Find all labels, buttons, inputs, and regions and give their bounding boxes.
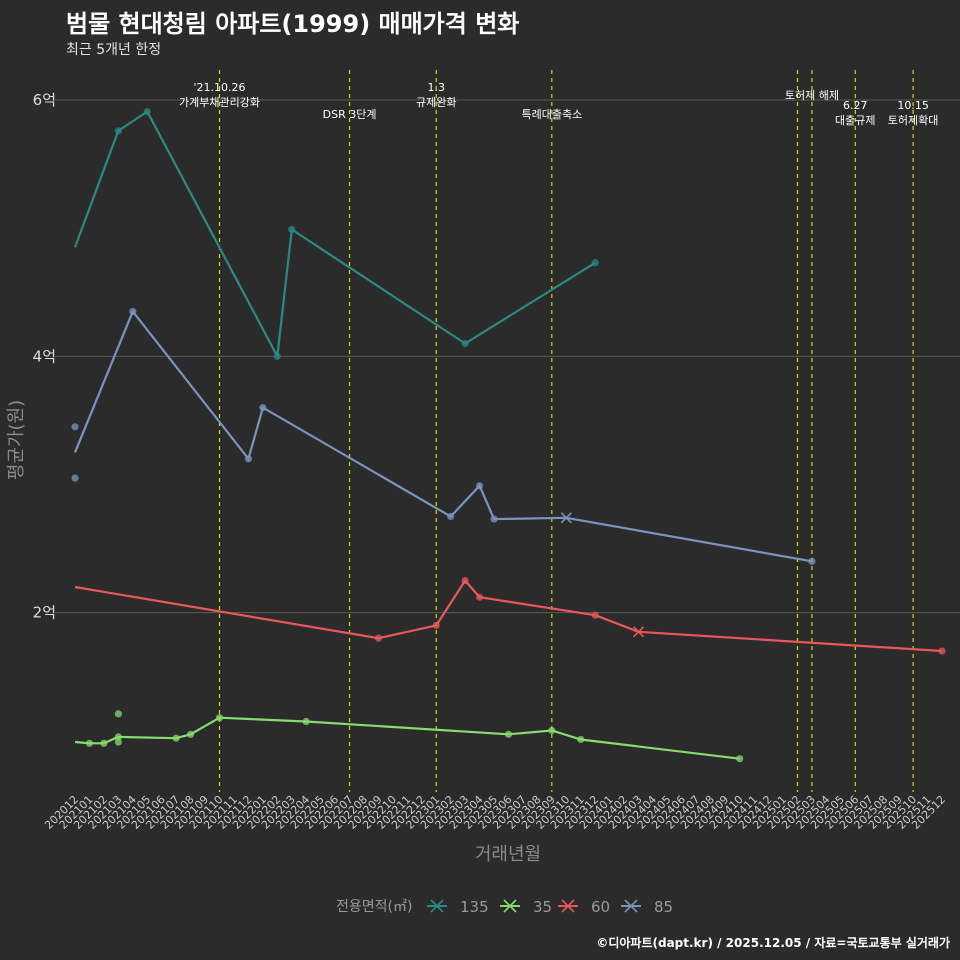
data-point xyxy=(591,259,599,267)
data-point-cross xyxy=(632,626,645,638)
data-point xyxy=(114,710,122,718)
event-label: 토허제확대 xyxy=(888,114,939,127)
y-axis-title: 평균가(원) xyxy=(6,400,27,480)
data-point xyxy=(461,339,469,348)
data-point xyxy=(548,726,556,735)
x-axis-ticks: 2020122021012021022021032021042021052021… xyxy=(42,793,948,832)
data-point xyxy=(215,714,224,722)
data-point xyxy=(100,739,108,747)
chart-subtitle: 최근 5개년 한정 xyxy=(66,42,162,58)
legend-entry-label: 85 xyxy=(654,898,673,916)
y-tick-label: 4억 xyxy=(33,347,56,365)
legend-entry-label: 135 xyxy=(460,898,489,916)
legend-title: 전용면적(㎡) xyxy=(336,899,412,915)
data-point xyxy=(302,717,310,726)
legend-key-cross xyxy=(624,899,638,913)
data-point-cross xyxy=(560,512,572,524)
series-line-135 xyxy=(73,110,596,360)
chart-title: 범물 현대청림 아파트(1999) 매매가격 변화 xyxy=(66,10,520,38)
series xyxy=(71,107,946,763)
data-point xyxy=(187,730,195,738)
legend-entry-label: 35 xyxy=(533,898,552,916)
data-point xyxy=(114,127,122,135)
data-point xyxy=(288,225,296,234)
legend-key-cross xyxy=(430,899,444,913)
data-point xyxy=(172,734,180,742)
y-tick-label: 6억 xyxy=(33,91,56,109)
data-point xyxy=(114,733,122,741)
event-label: 10.15 xyxy=(897,99,929,112)
legend: 전용면적(㎡) 135 35 60 85 xyxy=(336,898,673,916)
source-caption: ©디아파트(dapt.kr) / 2025.12.05 / 자료=국토교통부 실… xyxy=(596,936,950,950)
data-point xyxy=(808,557,816,565)
data-point xyxy=(490,515,498,523)
event-label: '21.10.26 xyxy=(193,81,245,94)
event-label: 토허제 해제 xyxy=(785,88,839,102)
data-point xyxy=(938,647,946,655)
series-135 xyxy=(73,107,599,360)
series-line-85 xyxy=(73,309,813,563)
event-label: 특례대출축소 xyxy=(521,108,582,121)
data-point xyxy=(259,403,267,412)
data-point xyxy=(577,735,585,744)
data-point xyxy=(736,755,744,763)
data-point xyxy=(244,455,252,463)
event-label: 6.27 xyxy=(843,99,868,112)
data-point xyxy=(476,593,484,601)
data-point xyxy=(432,621,440,630)
data-point xyxy=(129,307,137,316)
data-point xyxy=(374,634,383,642)
data-point xyxy=(591,611,599,619)
data-point xyxy=(71,423,79,431)
data-point xyxy=(114,738,122,746)
legend-key-cross xyxy=(503,899,517,913)
data-point xyxy=(461,576,469,585)
event-label: 가계부채관리강화 xyxy=(179,96,260,109)
y-tick-label: 2억 xyxy=(33,604,56,622)
event-label: DSR 3단계 xyxy=(323,108,377,121)
series-60 xyxy=(74,576,946,655)
series-line-60 xyxy=(74,578,943,653)
data-point xyxy=(447,512,455,521)
legend-entry-label: 60 xyxy=(591,898,610,916)
x-axis-title: 거래년월 xyxy=(475,844,541,865)
event-label: 1.3 xyxy=(428,81,446,94)
event-label: 규제완화 xyxy=(416,96,456,109)
data-point xyxy=(71,474,79,482)
data-point xyxy=(504,730,513,738)
grid: 2억 4억 6억 xyxy=(33,91,960,622)
event-label: 대출규제 xyxy=(835,114,875,127)
series-85 xyxy=(71,307,816,565)
series-35 xyxy=(74,710,744,763)
data-point xyxy=(476,482,484,490)
data-point xyxy=(273,352,281,360)
data-point xyxy=(143,107,151,116)
data-point xyxy=(85,739,94,747)
legend-key-cross xyxy=(561,899,575,913)
